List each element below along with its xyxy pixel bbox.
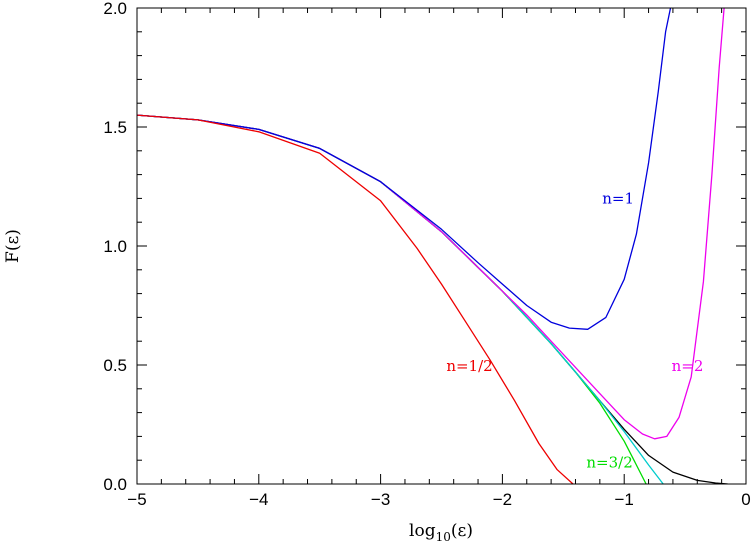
x-tick-label: −4 <box>249 490 268 509</box>
annotation-layer: n=1 n=1/2 n=2 n=3/2 <box>446 189 703 471</box>
plot-frame <box>136 7 747 485</box>
series-line-3 <box>137 8 725 440</box>
series-line-4 <box>137 8 672 330</box>
x-axis-label: log10(ε) <box>409 521 473 544</box>
y-tick-label: 1.0 <box>103 237 127 256</box>
y-axis-label: F(ε) <box>3 229 23 263</box>
x-tick-label: −3 <box>371 490 390 509</box>
series-annotation: n=2 <box>672 357 704 375</box>
x-tick-label: −2 <box>493 490 512 509</box>
series-line-0 <box>137 114 728 484</box>
series-line-5 <box>137 114 574 484</box>
x-tick-label: −5 <box>127 490 146 509</box>
series-annotation: n=1/2 <box>446 357 492 375</box>
series-annotation: n=1 <box>602 189 634 207</box>
x-tick-label: 0 <box>741 490 750 509</box>
series-annotation: n=3/2 <box>586 454 632 472</box>
y-tick-label: 2.0 <box>103 0 127 18</box>
y-tick-label: 1.5 <box>103 118 127 137</box>
x-tick-label: −1 <box>615 490 634 509</box>
series-layer <box>137 8 728 484</box>
y-tick-label: 0.5 <box>103 356 127 375</box>
series-line-1 <box>137 114 647 484</box>
tick-layer: −5 −4 −3 −2 −1 0 0.0 0.5 1.0 1.5 2.0 <box>103 0 750 509</box>
series-line-2 <box>137 114 664 484</box>
y-tick-label: 0.0 <box>103 475 127 494</box>
